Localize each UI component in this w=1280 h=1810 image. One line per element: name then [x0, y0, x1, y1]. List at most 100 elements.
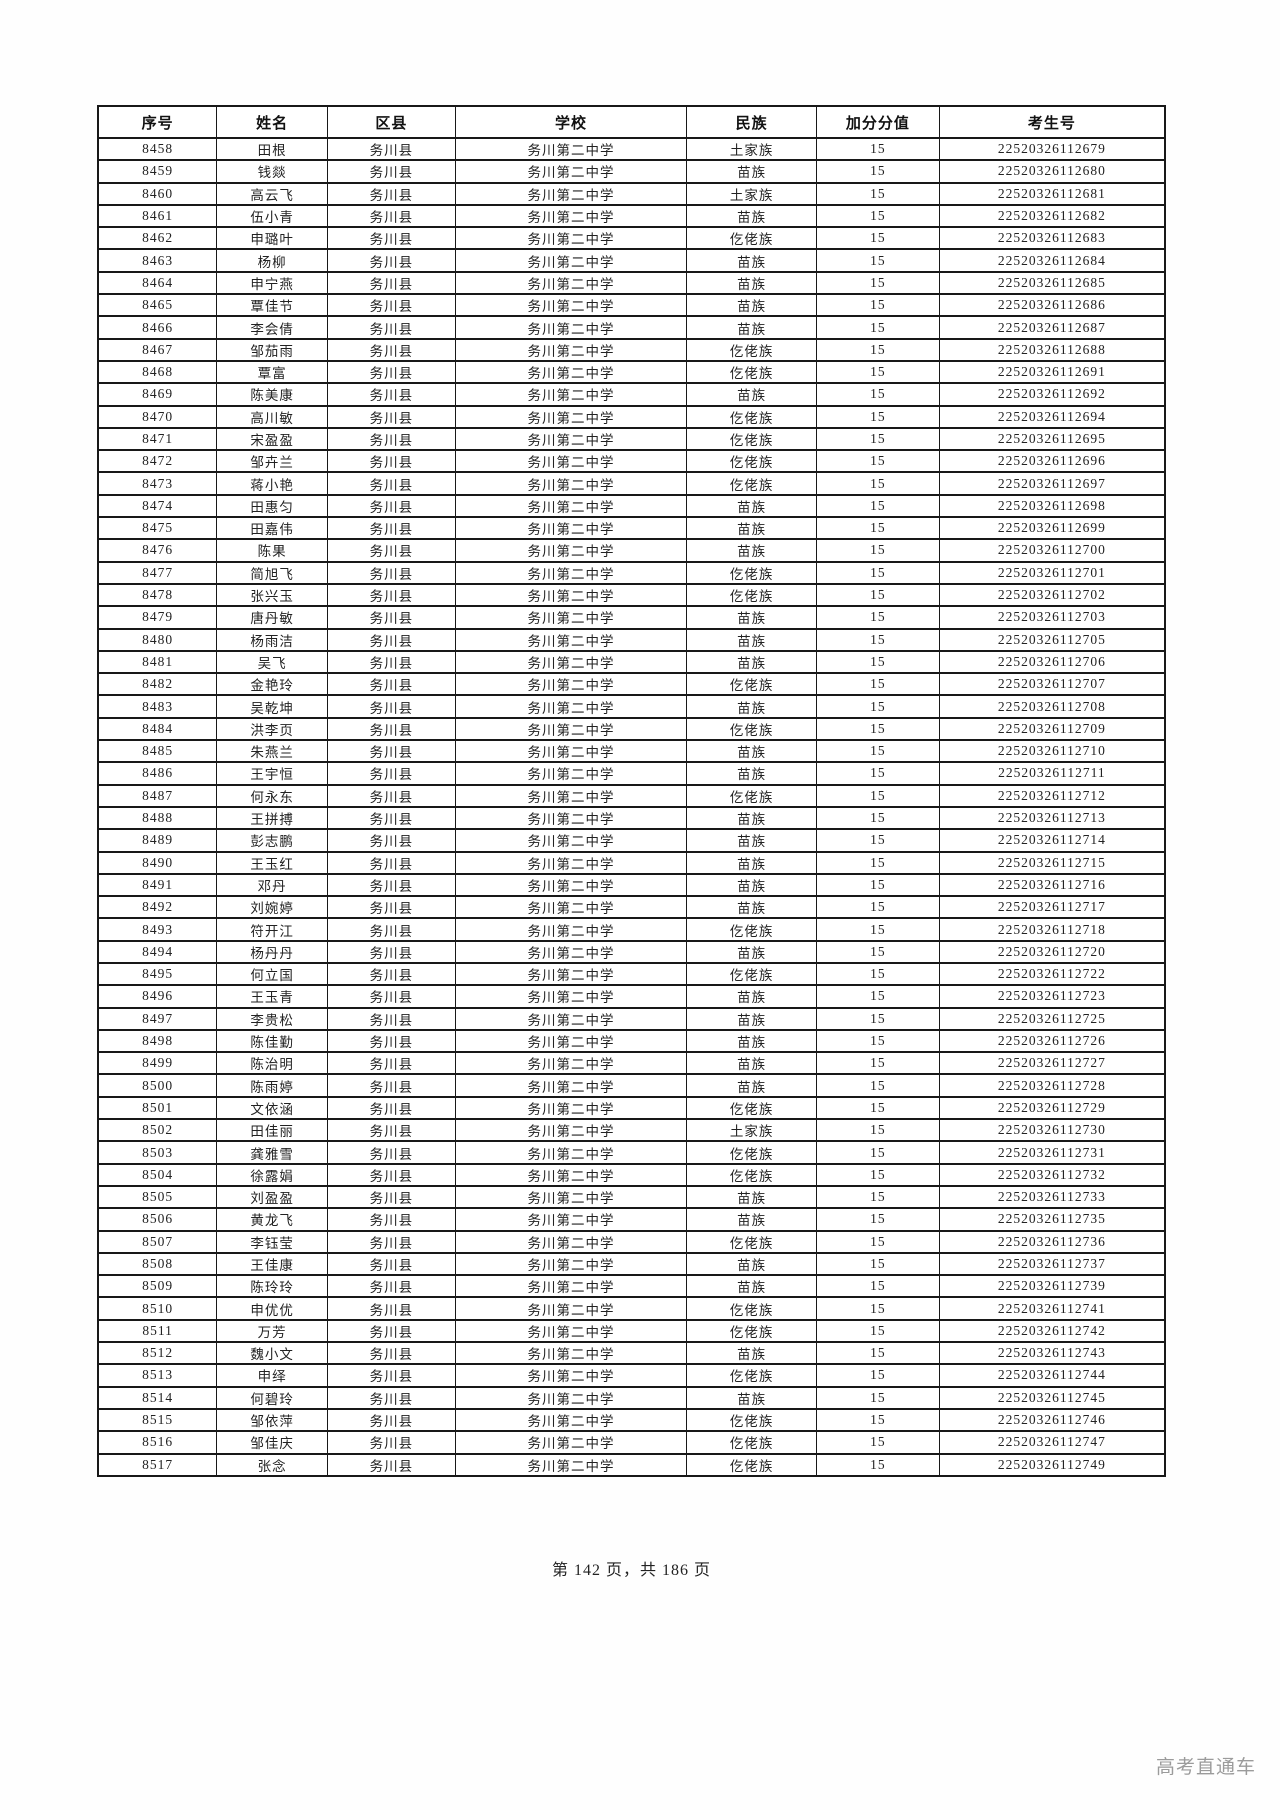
cell: 苗族	[686, 159, 817, 184]
cell: 22520326112685	[938, 270, 1166, 296]
cell: 徐露娟	[216, 1162, 328, 1187]
cell: 15	[815, 828, 940, 853]
cell: 务川县	[327, 337, 456, 362]
cell: 苗族	[686, 293, 817, 318]
cell: 8471	[97, 426, 218, 452]
cell: 务川县	[327, 136, 456, 162]
cell: 8459	[97, 159, 218, 184]
cell: 15	[815, 605, 940, 630]
cell: 15	[815, 1341, 940, 1366]
cell: 22520326112733	[938, 1184, 1166, 1210]
cell: 务川第二中学	[454, 716, 688, 742]
cell: 务川第二中学	[454, 1363, 688, 1388]
cell: 15	[815, 248, 940, 273]
cell: 务川县	[327, 1207, 456, 1232]
cell: 8470	[97, 404, 218, 429]
cell: 务川第二中学	[454, 828, 688, 853]
cell: 务川第二中学	[454, 426, 688, 452]
cell: 魏小文	[216, 1341, 328, 1366]
cell: 15	[815, 293, 940, 318]
cell: 张兴玉	[216, 582, 328, 608]
cell: 宋盈盈	[216, 426, 328, 452]
cell: 15	[815, 471, 940, 496]
cell: 8460	[97, 181, 218, 206]
cell: 15	[815, 1095, 940, 1121]
cell: 22520326112684	[938, 248, 1166, 273]
cell: 务川县	[327, 961, 456, 987]
cell: 务川第二中学	[454, 939, 688, 964]
cell: 务川县	[327, 471, 456, 496]
cell: 苗族	[686, 538, 817, 563]
cell: 22520326112683	[938, 226, 1166, 251]
cell: 8486	[97, 761, 218, 786]
cell: 仡佬族	[686, 1430, 817, 1455]
table-row: 8513 申绎 务川县 务川第二中学 仡佬族 15 22520326112744	[97, 1363, 1166, 1388]
cell: 务川县	[327, 649, 456, 675]
cell: 王拼搏	[216, 805, 328, 831]
table-row: 8459 钱燚 务川县 务川第二中学 苗族 15 22520326112680	[97, 159, 1166, 184]
cell: 15	[815, 1118, 940, 1143]
header-row: 序号 姓名 区县 学校 民族 加分分值 考生号	[97, 105, 1166, 139]
cell: 15	[815, 1073, 940, 1098]
cell: 22520326112720	[938, 939, 1166, 964]
cell: 苗族	[686, 828, 817, 853]
table-row: 8496 王玉青 务川县 务川第二中学 苗族 15 22520326112723	[97, 984, 1166, 1009]
cell: 申绎	[216, 1363, 328, 1388]
cell: 8464	[97, 270, 218, 296]
cell: 22520326112698	[938, 493, 1166, 519]
cell: 务川县	[327, 1452, 456, 1477]
cell: 15	[815, 1363, 940, 1388]
cell: 8462	[97, 226, 218, 251]
cell: 15	[815, 315, 940, 340]
column-header: 民族	[686, 105, 817, 139]
cell: 务川县	[327, 1274, 456, 1299]
cell: 务川县	[327, 716, 456, 742]
cell: 务川第二中学	[454, 1341, 688, 1366]
cell: 仡佬族	[686, 226, 817, 251]
score-bonus-roster-table: 序号 姓名 区县 学校 民族 加分分值 考生号 8458 田根 务川县 务川第二中学 土家族 15 22…	[97, 105, 1166, 1477]
cell: 仡佬族	[686, 1407, 817, 1433]
cell: 务川第二中学	[454, 605, 688, 630]
cell: 务川县	[327, 739, 456, 764]
cell: 邹佳庆	[216, 1430, 328, 1455]
cell: 22520326112699	[938, 516, 1166, 541]
page-number-footer: 第 142 页，共 186 页	[551, 1562, 711, 1579]
cell: 15	[815, 493, 940, 519]
cell: 务川第二中学	[454, 159, 688, 184]
cell: 15	[815, 1318, 940, 1344]
cell: 8505	[97, 1184, 218, 1210]
table-row: 8494 杨丹丹 务川县 务川第二中学 苗族 15 22520326112720	[97, 939, 1166, 964]
table-row: 8474 田惠匀 务川县 务川第二中学 苗族 15 22520326112698	[97, 493, 1166, 519]
table-row: 8493 符开江 务川县 务川第二中学 仡佬族 15 22520326112718	[97, 917, 1166, 942]
cell: 8515	[97, 1407, 218, 1433]
cell: 8484	[97, 716, 218, 742]
cell: 邹卉兰	[216, 449, 328, 474]
table-row: 8492 刘婉婷 务川县 务川第二中学 苗族 15 22520326112717	[97, 895, 1166, 920]
table-row: 8486 王宇恒 务川县 务川第二中学 苗族 15 22520326112711	[97, 761, 1166, 786]
cell: 15	[815, 426, 940, 452]
table-row: 8476 陈果 务川县 务川第二中学 苗族 15 22520326112700	[97, 538, 1166, 563]
cell: 8498	[97, 1028, 218, 1054]
table-row: 8499 陈治明 务川县 务川第二中学 苗族 15 22520326112727	[97, 1051, 1166, 1076]
cell: 22520326112739	[938, 1274, 1166, 1299]
cell: 务川第二中学	[454, 1095, 688, 1121]
cell: 15	[815, 939, 940, 964]
cell: 李贵松	[216, 1006, 328, 1031]
cell: 8497	[97, 1006, 218, 1031]
cell: 杨丹丹	[216, 939, 328, 964]
cell: 22520326112703	[938, 605, 1166, 630]
cell: 15	[815, 582, 940, 608]
cell: 务川县	[327, 1073, 456, 1098]
cell: 陈果	[216, 538, 328, 563]
column-header: 区县	[327, 105, 456, 139]
cell: 15	[815, 984, 940, 1009]
cell: 15	[815, 1296, 940, 1321]
cell: 22520326112686	[938, 293, 1166, 318]
cell: 务川第二中学	[454, 627, 688, 652]
table-row: 8509 陈玲玲 务川县 务川第二中学 苗族 15 22520326112739	[97, 1274, 1166, 1299]
cell: 苗族	[686, 1274, 817, 1299]
table-row: 8470 高川敏 务川县 务川第二中学 仡佬族 15 22520326112694	[97, 404, 1166, 429]
cell: 苗族	[686, 1385, 817, 1410]
cell: 8458	[97, 136, 218, 162]
cell: 陈玲玲	[216, 1274, 328, 1299]
